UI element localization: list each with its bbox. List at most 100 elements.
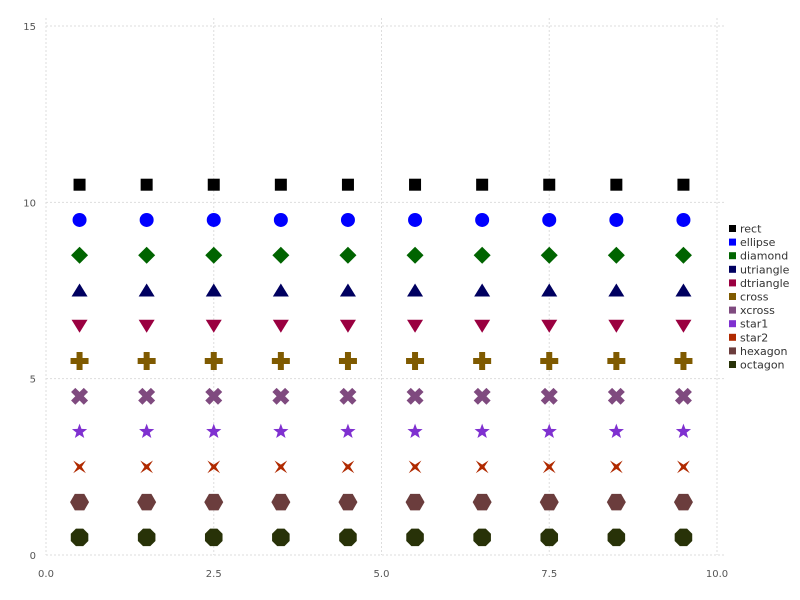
- star1-marker: [139, 423, 155, 439]
- octagon-marker: [137, 528, 156, 547]
- data-point: [473, 352, 492, 371]
- data-point: [474, 423, 490, 439]
- data-point: [540, 246, 558, 264]
- data-point: [205, 246, 223, 264]
- utriangle-marker: [339, 283, 356, 297]
- data-point: [607, 528, 626, 547]
- legend-item-ellipse: ellipse: [729, 236, 776, 249]
- data-point: [71, 387, 89, 405]
- data-point: [137, 493, 157, 511]
- legend-item-star1: star1: [729, 318, 768, 331]
- data-point: [205, 319, 222, 333]
- star1-marker: [71, 423, 88, 439]
- data-point: [272, 319, 289, 333]
- star1-marker: [273, 423, 289, 439]
- data-point: [339, 319, 356, 333]
- legend-label: rect: [740, 223, 762, 236]
- data-point: [609, 460, 623, 474]
- legend-swatch: [729, 306, 736, 314]
- data-point: [139, 212, 154, 227]
- diamond-marker: [71, 246, 89, 264]
- ellipse-marker: [139, 212, 154, 227]
- diamond-marker: [272, 246, 290, 264]
- series-xcross: [71, 387, 692, 405]
- x-tick-label: 10.0: [706, 569, 728, 580]
- xcross-marker: [272, 387, 290, 405]
- data-point: [473, 528, 491, 547]
- cross-marker: [70, 352, 89, 371]
- legend-item-utriangle: utriangle: [729, 263, 790, 276]
- legend-label: xcross: [740, 304, 775, 317]
- data-point: [138, 246, 156, 264]
- legend-swatch: [729, 333, 736, 341]
- data-point: [274, 178, 287, 191]
- x-tick-label: 7.5: [541, 569, 557, 580]
- data-point: [206, 212, 221, 227]
- data-point: [71, 246, 89, 264]
- diamond-marker: [540, 246, 558, 264]
- octagon-marker: [272, 528, 290, 547]
- legend-label: star1: [740, 318, 768, 331]
- xcross-marker: [607, 387, 625, 405]
- series-hexagon: [70, 493, 693, 511]
- series-cross: [70, 352, 693, 371]
- legend-item-xcross: xcross: [729, 304, 775, 317]
- data-point: [472, 493, 492, 511]
- data-point: [140, 460, 154, 474]
- data-point: [610, 178, 623, 191]
- data-point: [71, 319, 88, 333]
- data-point: [675, 319, 692, 333]
- xcross-marker: [205, 387, 223, 405]
- series-octagon: [70, 528, 693, 547]
- hexagon-marker: [338, 493, 358, 511]
- legend-item-diamond: diamond: [729, 250, 788, 263]
- legend-swatch: [729, 279, 736, 287]
- data-point: [274, 460, 288, 474]
- legend-item-hexagon: hexagon: [729, 345, 788, 358]
- data-point: [207, 460, 221, 474]
- utriangle-marker: [138, 283, 155, 297]
- diamond-marker: [674, 246, 692, 264]
- rect-marker: [274, 178, 287, 191]
- data-point: [272, 283, 289, 297]
- data-point: [273, 423, 289, 439]
- cross-marker: [473, 352, 492, 371]
- octagon-marker: [607, 528, 626, 547]
- octagon-marker: [674, 528, 693, 547]
- ellipse-marker: [676, 212, 691, 227]
- star1-marker: [541, 423, 557, 439]
- cross-marker: [406, 352, 425, 371]
- utriangle-marker: [205, 283, 222, 297]
- series-ellipse: [72, 212, 691, 227]
- xcross-marker: [473, 387, 491, 405]
- data-point: [609, 212, 624, 227]
- legend-label: dtriangle: [740, 277, 790, 290]
- octagon-marker: [540, 528, 559, 547]
- cross-marker: [674, 352, 693, 371]
- ellipse-marker: [72, 212, 87, 227]
- legend-label: utriangle: [740, 263, 790, 276]
- dtriangle-marker: [541, 319, 558, 333]
- series-dtriangle: [71, 319, 692, 333]
- diamond-marker: [138, 246, 156, 264]
- data-point: [339, 528, 357, 547]
- star2-marker: [73, 460, 86, 474]
- series-diamond: [71, 246, 692, 264]
- cross-marker: [540, 352, 559, 371]
- data-point: [674, 352, 693, 371]
- rect-marker: [409, 178, 422, 191]
- legend-swatch: [729, 225, 736, 232]
- data-point: [607, 352, 626, 371]
- data-point: [205, 387, 223, 405]
- data-point: [407, 423, 423, 439]
- ellipse-marker: [273, 212, 288, 227]
- cross-marker: [204, 352, 223, 371]
- data-point: [140, 178, 153, 191]
- star2-marker: [542, 460, 556, 474]
- data-point: [608, 423, 624, 439]
- data-point: [539, 493, 559, 511]
- data-point: [71, 283, 88, 297]
- data-point: [339, 246, 357, 264]
- data-point: [677, 178, 690, 191]
